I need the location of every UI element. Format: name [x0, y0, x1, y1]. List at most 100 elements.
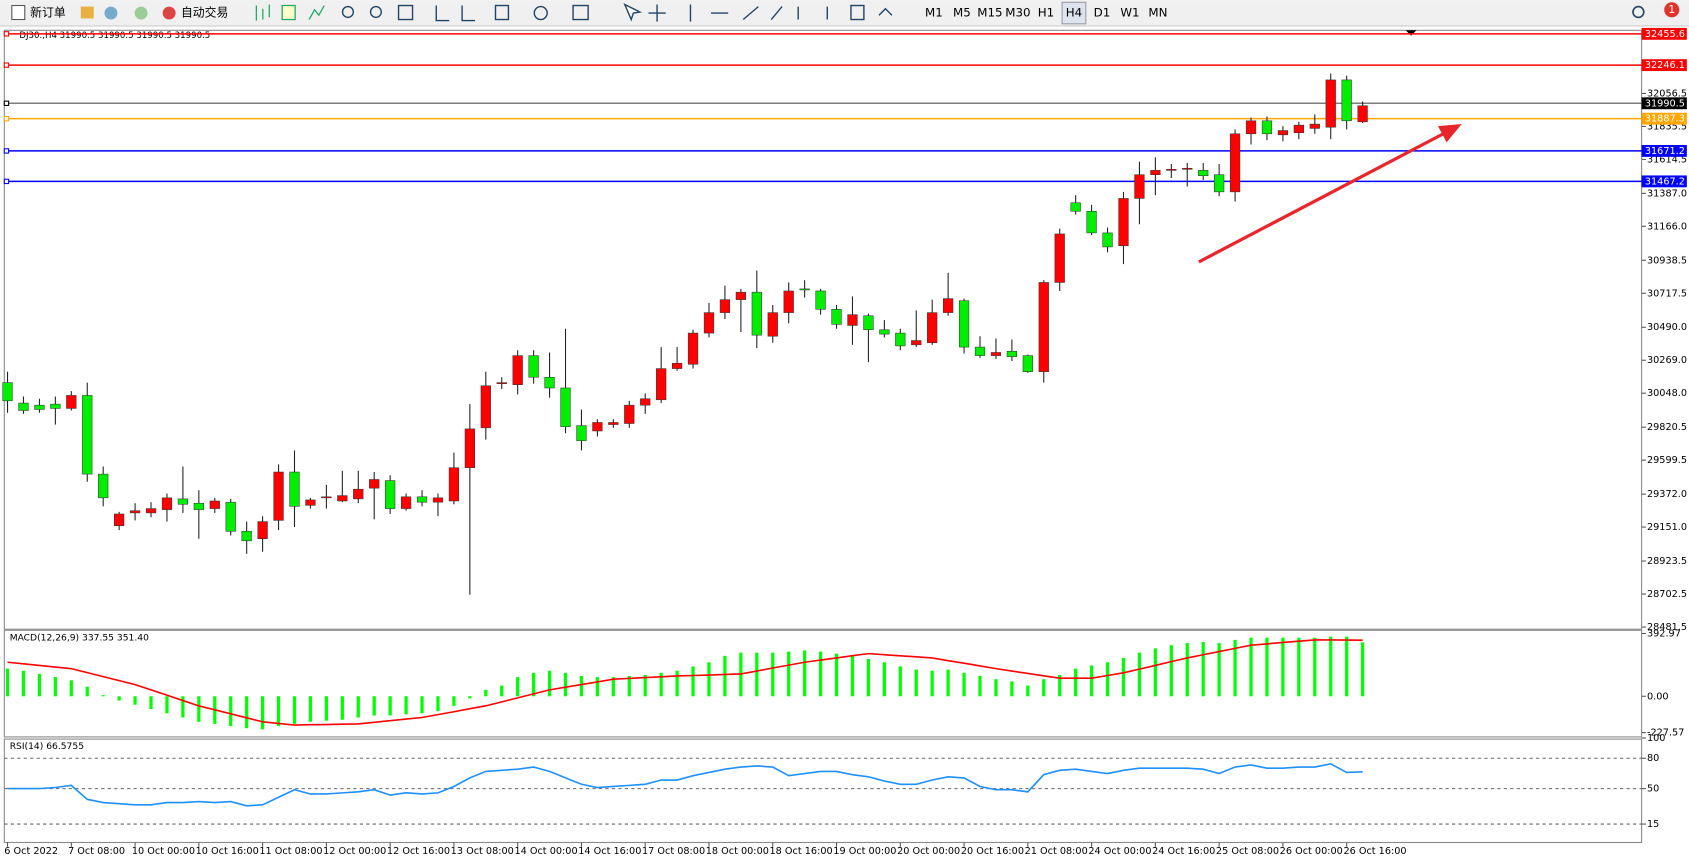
macd-bar: [420, 696, 424, 714]
rsi-panel: [3, 738, 1643, 844]
candle-body: [1054, 233, 1065, 283]
candle-body: [193, 502, 204, 510]
macd-bar: [245, 696, 249, 729]
scroll-icons[interactable]: [435, 5, 476, 22]
y-tick-label: 28702.5: [1647, 589, 1687, 600]
x-tick-label: 7 Oct 08:00: [68, 846, 125, 857]
macd-bar: [1185, 643, 1189, 697]
macd-bar: [260, 696, 265, 730]
icon[interactable]: [80, 6, 94, 19]
candle-body: [958, 300, 970, 348]
x-tick-label: 20 Oct 00:00: [897, 846, 960, 857]
y-tick-label: 30490.0: [1647, 322, 1687, 333]
candle-body: [735, 291, 746, 300]
macd-bar: [500, 685, 504, 697]
timeframe[interactable]: H1: [1038, 6, 1054, 20]
candle-body: [1325, 79, 1336, 128]
x-tick-label: 17 Oct 08:00: [642, 846, 705, 857]
timeframe[interactable]: D1: [1094, 6, 1111, 20]
candle-body: [273, 471, 284, 521]
search[interactable]: [1632, 5, 1645, 19]
text-label[interactable]: [850, 4, 865, 21]
timeframe[interactable]: H4: [1066, 6, 1082, 20]
timeframe[interactable]: M5: [953, 6, 971, 20]
cursor[interactable]: [623, 2, 643, 22]
macd-bar: [181, 696, 185, 718]
price-label: 32455.6: [1645, 29, 1685, 40]
timeframe[interactable]: W1: [1120, 6, 1139, 20]
candle-body: [512, 355, 523, 385]
macd-bar: [994, 679, 998, 697]
bar-chart-icon[interactable]: [255, 4, 270, 21]
icon: [162, 6, 176, 20]
macd-panel: [3, 629, 1643, 738]
candle-body: [528, 355, 539, 378]
candle-body: [927, 312, 938, 344]
indicators[interactable]: [494, 4, 510, 21]
timeframe[interactable]: M15: [977, 6, 1002, 20]
zoom-in[interactable]: [341, 5, 355, 19]
signal-line: [7, 639, 1363, 726]
arrow-head: [1438, 124, 1462, 143]
macd-bar: [755, 652, 759, 697]
y-tick-label: 29151.0: [1647, 522, 1687, 533]
handle: [3, 31, 10, 37]
candle-body: [544, 376, 555, 389]
auto-trading-button[interactable]: 自动交易: [162, 6, 229, 20]
macd-bar: [372, 696, 376, 716]
candle-body: [1309, 123, 1320, 129]
macd-bar: [404, 696, 408, 715]
y-tick-label: 392.97: [1647, 629, 1681, 640]
candle-body: [400, 496, 412, 509]
notification-badge[interactable]: [1664, 2, 1680, 18]
macd-bar: [1201, 641, 1205, 697]
candle-body: [129, 510, 141, 514]
x-tick-label: 18 Oct 00:00: [706, 846, 769, 857]
candle-body: [416, 496, 428, 503]
y-tick-label: -227.57: [1647, 728, 1684, 739]
candle-body: [640, 398, 651, 406]
y-tick-label: 30938.5: [1647, 255, 1687, 266]
draw-tools[interactable]: [689, 4, 828, 22]
tile[interactable]: [397, 4, 414, 21]
arrows[interactable]: [878, 7, 893, 16]
macd-bar: [1345, 636, 1349, 697]
candle-body: [687, 332, 699, 365]
templates[interactable]: [572, 4, 589, 21]
macd-bar: [1074, 668, 1078, 697]
timeframe[interactable]: M30: [1005, 6, 1030, 20]
x-tick-label: 26 Oct 00:00: [1280, 846, 1343, 857]
icon[interactable]: [104, 6, 118, 20]
macd-bar: [691, 666, 695, 697]
candle-body: [799, 288, 810, 291]
candle-body: [1134, 174, 1145, 199]
candle-body: [576, 425, 587, 441]
line-icon[interactable]: [308, 5, 325, 20]
macd-bar: [53, 677, 57, 697]
arrow-line: [1198, 131, 1447, 264]
candle-icon[interactable]: [281, 4, 296, 21]
new-order-button[interactable]: 新订单: [11, 4, 66, 21]
icon[interactable]: [134, 6, 148, 20]
timeframe[interactable]: MN: [1148, 6, 1167, 20]
periods[interactable]: [533, 5, 548, 21]
macd-bar: [85, 686, 89, 697]
macd-bar: [1010, 681, 1014, 697]
candle-body: [1245, 120, 1257, 135]
zoom-out[interactable]: [369, 5, 383, 19]
candle-body: [50, 403, 61, 409]
macd-bar: [898, 666, 902, 697]
active-timeframe: [1061, 1, 1087, 25]
candle-body: [1102, 232, 1113, 248]
candle-body: [177, 498, 189, 505]
macd-bar: [946, 669, 950, 697]
macd-bar: [723, 655, 727, 697]
timeframe[interactable]: M1: [925, 6, 943, 20]
candle-body: [847, 314, 858, 326]
candle-body: [305, 499, 316, 506]
crosshair[interactable]: [648, 4, 666, 22]
macd-bar: [579, 675, 584, 697]
candle-body: [1006, 351, 1018, 357]
icon: [11, 4, 26, 21]
